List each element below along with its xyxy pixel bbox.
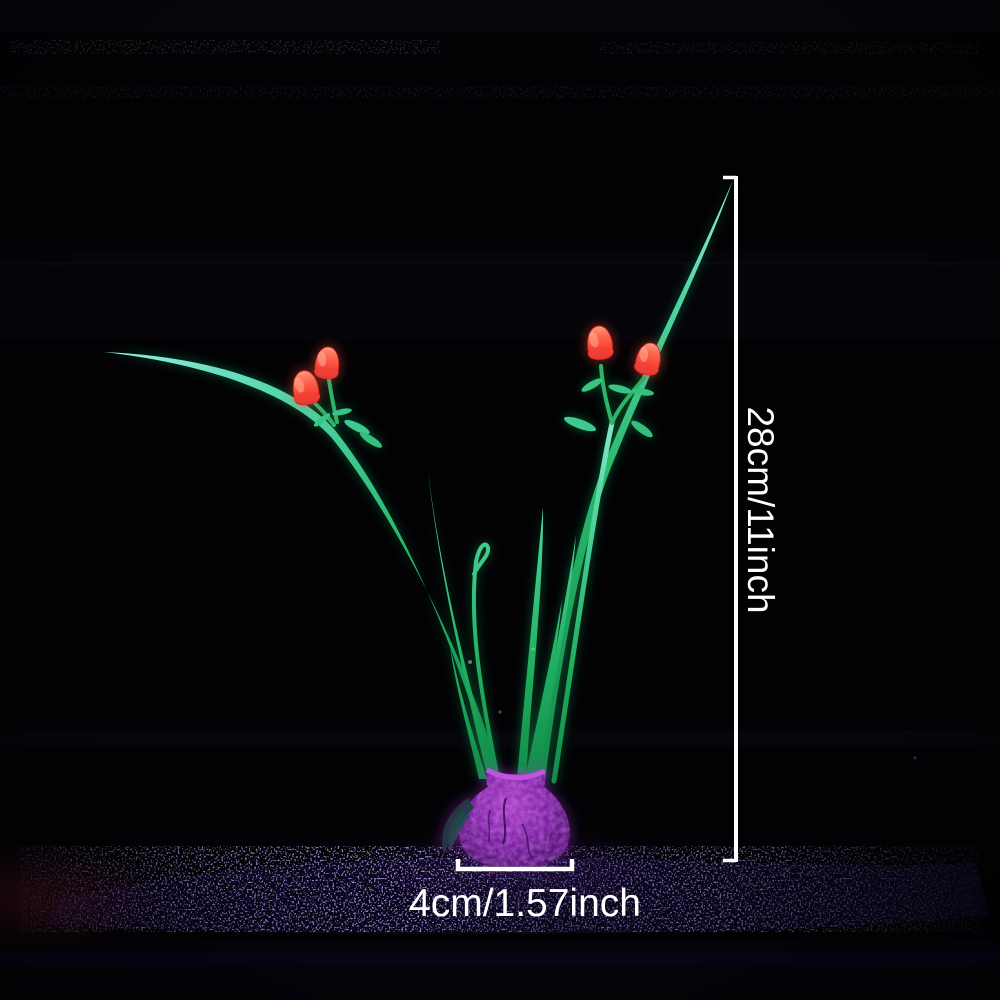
width-measure-label: 4cm/1.57inch <box>409 882 641 925</box>
width-measure-bracket <box>455 859 575 872</box>
height-measure-label: 28cm/11inch <box>740 406 781 613</box>
measurement-overlay <box>455 175 738 872</box>
